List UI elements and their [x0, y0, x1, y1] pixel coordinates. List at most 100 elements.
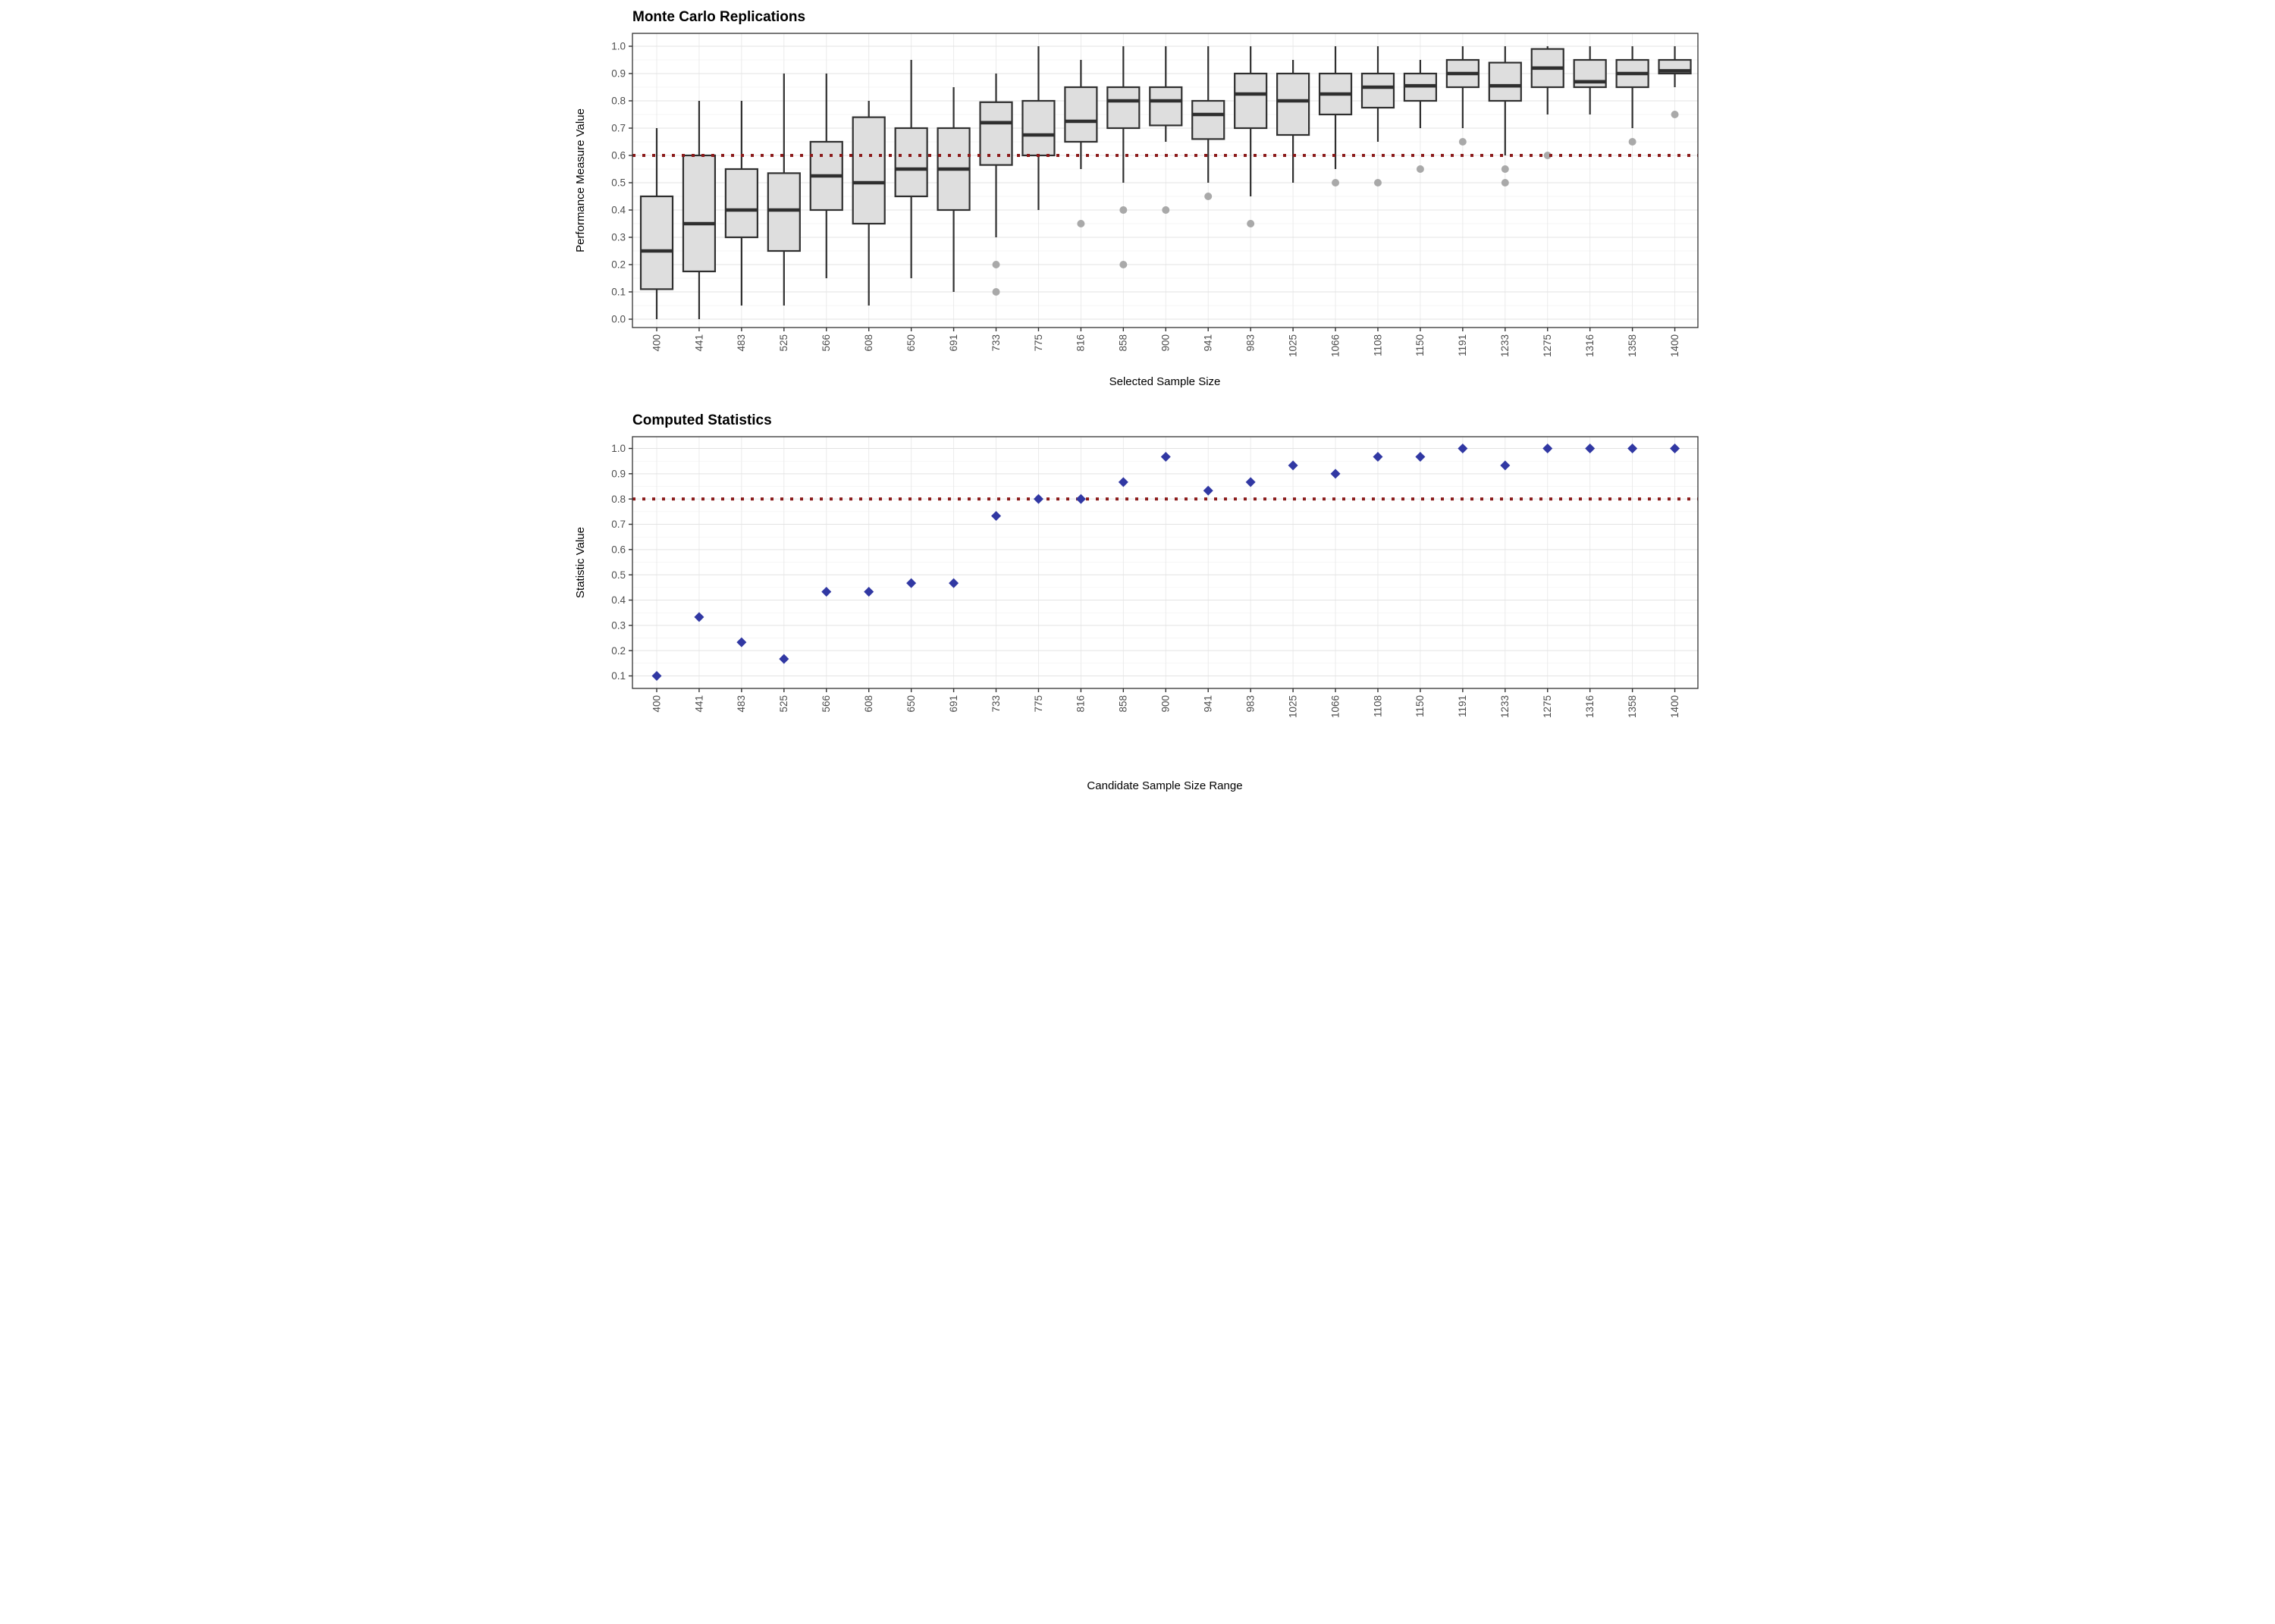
x-tick-label: 691: [948, 695, 959, 713]
x-tick-label: 1358: [1627, 695, 1638, 718]
x-tick-label: 733: [990, 695, 1002, 713]
scatter-title: Computed Statistics: [632, 412, 772, 428]
x-tick-label: 1191: [1457, 334, 1468, 356]
x-tick-label: 983: [1244, 695, 1256, 713]
x-tick-label: 1066: [1329, 334, 1341, 357]
box: [724, 168, 758, 239]
data-point-diamond: [1627, 444, 1638, 453]
x-tick-label: 1233: [1499, 695, 1511, 718]
x-tick-label: 983: [1244, 334, 1256, 352]
x-tick-label: 608: [863, 695, 874, 713]
outlier-point: [1543, 152, 1552, 159]
y-tick-label: 0.2: [611, 259, 626, 271]
y-tick-label: 0.4: [611, 205, 626, 216]
data-point-diamond: [1458, 444, 1468, 453]
y-tick-label: 1.0: [611, 443, 626, 454]
x-tick-label: 1150: [1414, 334, 1426, 356]
x-tick-label: 941: [1203, 334, 1214, 352]
x-tick-label: 775: [1033, 695, 1044, 713]
outlier-point: [1628, 138, 1636, 146]
data-point-diamond: [1033, 494, 1043, 504]
y-tick-label: 0.6: [611, 544, 626, 556]
x-tick-label: 900: [1160, 695, 1172, 713]
y-tick-label: 0.3: [611, 232, 626, 243]
box: [1276, 72, 1310, 136]
panel-border: [632, 33, 1699, 328]
x-tick-label: 1150: [1414, 695, 1426, 717]
x-tick-label: 858: [1118, 695, 1129, 713]
outlier-point: [1077, 220, 1085, 227]
outlier-point: [1416, 165, 1424, 173]
x-tick-label: 733: [990, 334, 1002, 352]
y-tick-label: 0.3: [611, 620, 626, 632]
data-point-diamond: [1585, 444, 1596, 453]
outlier-point: [1119, 206, 1128, 214]
y-tick-label: 0.7: [611, 123, 626, 134]
outlier-point: [1247, 220, 1255, 227]
box: [1106, 86, 1141, 130]
x-tick-label: 1275: [1542, 695, 1553, 718]
x-tick-label: 858: [1118, 334, 1129, 352]
data-point-diamond: [1542, 444, 1553, 453]
x-tick-label: 1066: [1329, 695, 1341, 718]
x-tick-label: 483: [736, 334, 747, 352]
x-tick-label: 691: [948, 334, 959, 352]
box: [852, 116, 886, 225]
x-tick-label: 525: [778, 695, 789, 713]
outlier-point: [1501, 179, 1509, 187]
x-tick-label: 400: [651, 334, 662, 352]
box: [894, 127, 928, 198]
x-tick-label: 1191: [1457, 695, 1468, 717]
data-point-diamond: [651, 670, 662, 681]
y-tick-label: 0.9: [611, 469, 626, 480]
data-point-diamond: [906, 578, 917, 588]
outlier-point: [1458, 138, 1467, 146]
box: [1234, 72, 1268, 130]
y-tick-label: 0.0: [611, 314, 626, 325]
box: [1149, 86, 1183, 127]
data-point-diamond: [1330, 469, 1341, 479]
data-point-diamond: [1500, 460, 1511, 471]
data-point-diamond: [1118, 477, 1128, 488]
y-tick-label: 0.9: [611, 68, 626, 80]
x-tick-label: 441: [693, 695, 704, 713]
y-tick-label: 0.5: [611, 569, 626, 581]
y-tick-label: 0.4: [611, 594, 626, 606]
x-tick-label: 483: [736, 695, 747, 713]
x-tick-label: 400: [651, 695, 662, 713]
x-tick-label: 1233: [1499, 334, 1511, 357]
x-tick-label: 1275: [1542, 334, 1553, 357]
box: [1021, 99, 1056, 157]
y-tick-label: 0.6: [611, 150, 626, 161]
x-tick-label: 1108: [1372, 334, 1383, 356]
boxplot-yaxis-title: Performance Measure Value: [574, 108, 587, 252]
data-point-diamond: [1373, 451, 1383, 462]
figure-page: Monte Carlo Replications 0.0 0.1 0.2 0.3 0.4…: [569, 0, 1706, 812]
outlier-point: [1501, 165, 1509, 173]
x-tick-label: 566: [821, 695, 832, 713]
outlier-point: [992, 288, 1000, 296]
outlier-point: [1119, 261, 1128, 268]
data-point-diamond: [694, 612, 704, 622]
box: [1064, 86, 1098, 143]
boxplot-title: Monte Carlo Replications: [632, 9, 805, 25]
x-tick-label: 1025: [1287, 334, 1298, 357]
y-tick-label: 0.2: [611, 645, 626, 657]
x-tick-label: 1316: [1584, 334, 1596, 357]
panel-border: [632, 436, 1699, 689]
outlier-point: [1162, 206, 1170, 214]
x-tick-label: 566: [821, 334, 832, 352]
scatter-plot-area: 0.1 0.2 0.3 0.4 0.5 0.6 0.7 0.8 0.9 1.0 400 441 483 5…: [611, 436, 1699, 718]
y-tick-label: 0.1: [611, 287, 626, 298]
x-tick-label: 900: [1160, 334, 1172, 352]
x-tick-label: 941: [1203, 695, 1214, 713]
y-tick-label: 1.0: [611, 41, 626, 52]
outlier-point: [992, 261, 1000, 268]
data-point-diamond: [1245, 477, 1256, 488]
box: [1488, 61, 1522, 102]
data-point-diamond: [736, 637, 747, 647]
data-point-diamond: [864, 586, 874, 597]
data-point-diamond: [821, 586, 832, 597]
data-point-diamond: [1670, 444, 1680, 453]
outlier-point: [1204, 193, 1213, 200]
